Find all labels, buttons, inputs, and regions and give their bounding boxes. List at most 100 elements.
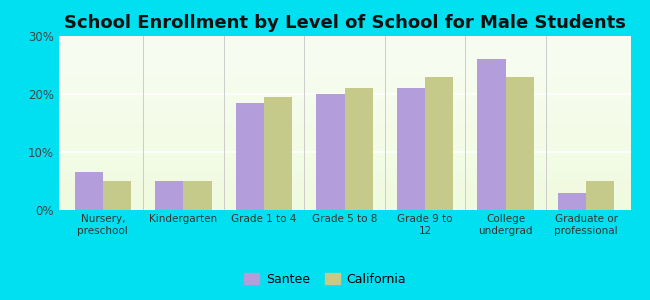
Bar [397, 88, 425, 210]
Bar [58, 45, 630, 46]
Bar [58, 196, 630, 198]
Bar [58, 128, 630, 130]
Bar [58, 114, 630, 116]
Bar [75, 172, 103, 210]
Bar [58, 119, 630, 121]
Bar [58, 85, 630, 86]
Bar [58, 46, 630, 48]
Bar [425, 76, 453, 210]
Bar [58, 154, 630, 156]
Bar [58, 100, 630, 102]
Bar [58, 78, 630, 80]
Bar [58, 109, 630, 111]
Bar [58, 80, 630, 81]
Bar [58, 73, 630, 74]
Bar [58, 180, 630, 182]
Bar [58, 58, 630, 60]
Bar [58, 62, 630, 64]
Bar [344, 88, 372, 210]
Bar [58, 48, 630, 50]
Bar [58, 112, 630, 114]
Bar [58, 107, 630, 109]
Bar [58, 55, 630, 57]
Bar [58, 40, 630, 41]
Bar [58, 135, 630, 137]
Bar [58, 175, 630, 177]
Bar [58, 88, 630, 90]
Bar [58, 123, 630, 125]
Bar [58, 153, 630, 154]
Bar [58, 203, 630, 205]
Bar [558, 193, 586, 210]
Bar [58, 64, 630, 66]
Bar [103, 181, 131, 210]
Bar [58, 74, 630, 76]
Bar [58, 93, 630, 95]
Bar [58, 205, 630, 206]
Bar [58, 90, 630, 92]
Bar [58, 130, 630, 132]
Bar [58, 57, 630, 58]
Bar [236, 103, 264, 210]
Bar [58, 67, 630, 69]
Bar [58, 99, 630, 100]
Bar [58, 179, 630, 180]
Bar [58, 208, 630, 210]
Bar [58, 188, 630, 189]
Bar [58, 102, 630, 104]
Bar [58, 50, 630, 52]
Bar [58, 92, 630, 93]
Bar [58, 38, 630, 40]
Bar [58, 36, 630, 38]
Bar [58, 193, 630, 194]
Bar [58, 97, 630, 99]
Bar [58, 69, 630, 71]
Bar [58, 198, 630, 200]
Bar [58, 142, 630, 144]
Title: School Enrollment by Level of School for Male Students: School Enrollment by Level of School for… [64, 14, 625, 32]
Bar [155, 181, 183, 210]
Bar [58, 43, 630, 45]
Bar [58, 53, 630, 55]
Bar [58, 144, 630, 146]
Bar [586, 181, 614, 210]
Bar [58, 118, 630, 119]
Bar [58, 127, 630, 128]
Bar [58, 86, 630, 88]
Bar [58, 168, 630, 170]
Bar [58, 71, 630, 73]
Bar [58, 149, 630, 151]
Bar [58, 147, 630, 149]
Bar [58, 158, 630, 160]
Bar [58, 125, 630, 127]
Bar [506, 76, 534, 210]
Bar [58, 83, 630, 85]
Bar [58, 163, 630, 165]
Bar [58, 76, 630, 78]
Bar [58, 184, 630, 186]
Bar [58, 206, 630, 208]
Bar [58, 182, 630, 184]
Bar [58, 121, 630, 123]
Bar [58, 151, 630, 153]
Bar [58, 200, 630, 201]
Bar [58, 60, 630, 62]
Bar [58, 111, 630, 112]
Bar [58, 177, 630, 179]
Bar [58, 132, 630, 134]
Bar [58, 95, 630, 97]
Bar [317, 94, 345, 210]
Bar [58, 146, 630, 147]
Bar [58, 161, 630, 163]
Bar [58, 172, 630, 173]
Bar [58, 194, 630, 196]
Bar [478, 59, 506, 210]
Bar [264, 97, 292, 210]
Bar [58, 140, 630, 142]
Bar [58, 41, 630, 43]
Bar [58, 189, 630, 191]
Bar [58, 170, 630, 172]
Bar [58, 165, 630, 167]
Bar [58, 66, 630, 67]
Bar [58, 160, 630, 161]
